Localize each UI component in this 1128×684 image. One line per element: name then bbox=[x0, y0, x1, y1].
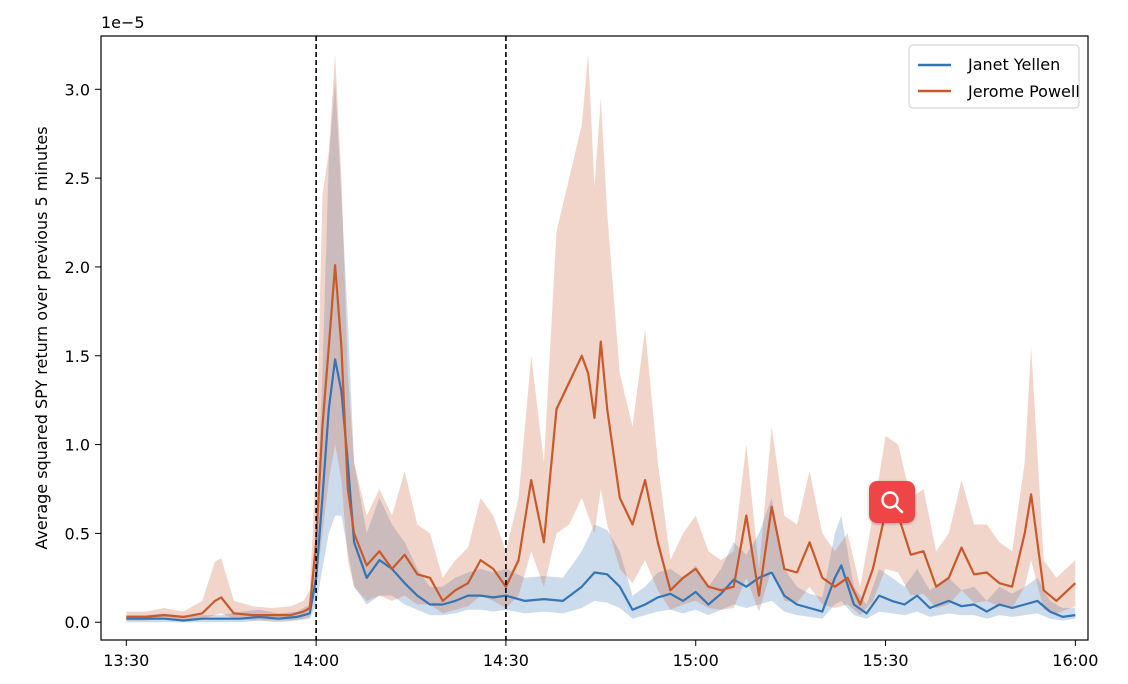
magnifier-icon bbox=[881, 491, 904, 514]
y-tick-label: 1.5 bbox=[65, 347, 90, 366]
legend-label-powell: Jerome Powell bbox=[967, 82, 1080, 101]
y-axis-label: Average squared SPY return over previous… bbox=[32, 126, 51, 549]
x-tick-label: 13:30 bbox=[103, 651, 149, 670]
y-tick-label: 3.0 bbox=[65, 80, 90, 99]
y-offset-label: 1e−5 bbox=[101, 13, 145, 32]
y-tick-label: 2.5 bbox=[65, 169, 90, 188]
y-axis: 0.0 0.5 1.0 1.5 2.0 2.5 3.0 bbox=[65, 80, 101, 632]
x-tick-label: 15:00 bbox=[673, 651, 719, 670]
y-tick-label: 0.5 bbox=[65, 524, 90, 543]
band-jerome-powell bbox=[126, 53, 1076, 621]
event-lines bbox=[315, 36, 507, 640]
x-tick-label: 14:00 bbox=[293, 651, 339, 670]
legend-label-yellen: Janet Yellen bbox=[967, 55, 1060, 74]
legend-box bbox=[908, 44, 1080, 109]
x-axis: 13:30 14:00 14:30 15:00 15:30 16:00 bbox=[103, 640, 1098, 670]
plot-frame bbox=[100, 35, 1089, 641]
x-tick-label: 14:30 bbox=[483, 651, 529, 670]
x-tick-label: 15:30 bbox=[862, 651, 908, 670]
y-tick-label: 1.0 bbox=[65, 436, 90, 455]
zoom-button[interactable] bbox=[869, 481, 915, 523]
confidence-bands bbox=[126, 53, 1076, 623]
x-tick-label: 16:00 bbox=[1052, 651, 1098, 670]
y-tick-label: 0.0 bbox=[65, 613, 90, 632]
y-tick-label: 2.0 bbox=[65, 258, 90, 277]
legend: Janet Yellen Jerome Powell bbox=[908, 44, 1080, 109]
line-janet-yellen bbox=[126, 358, 1076, 622]
